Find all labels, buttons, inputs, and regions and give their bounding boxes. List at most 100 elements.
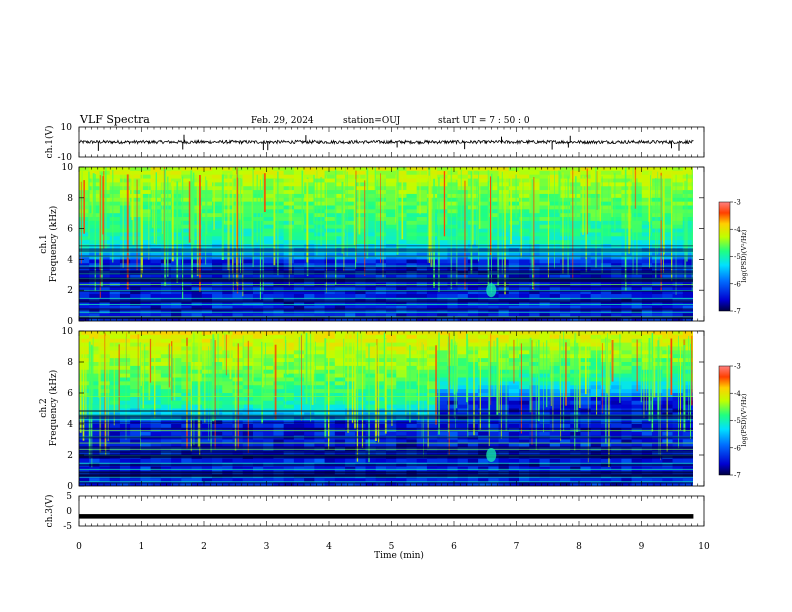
spec-cell <box>437 365 448 371</box>
spec-cell <box>539 217 551 222</box>
spec-cell <box>304 381 315 386</box>
spec-cell <box>355 240 367 245</box>
spec-cell <box>406 354 418 359</box>
spec-cell <box>406 240 418 245</box>
spec-cell <box>662 482 674 486</box>
spec-cell <box>549 267 561 272</box>
spec-cell <box>293 251 305 257</box>
spec-cell <box>519 174 530 180</box>
spec-cell <box>447 305 459 311</box>
spec-cell <box>89 346 101 351</box>
spec-cell <box>314 270 326 276</box>
spec-cell <box>611 309 622 314</box>
spec-cell <box>426 350 438 355</box>
spec-cell <box>222 270 234 276</box>
spec-cell <box>416 170 428 176</box>
spec-cell <box>79 451 90 456</box>
spec-cell <box>89 301 101 307</box>
spec-cell <box>150 393 162 398</box>
spec-cell <box>201 240 213 245</box>
spec-cell <box>324 255 336 260</box>
spec-cell <box>611 213 622 218</box>
spec-cell <box>488 201 500 207</box>
spec-cell <box>314 294 326 299</box>
spec-cell <box>130 424 141 429</box>
spec-cell <box>201 443 213 448</box>
spec-cell <box>263 301 275 307</box>
spec-cell <box>150 270 162 276</box>
spec-cell <box>345 251 356 257</box>
spec-cell <box>396 342 408 348</box>
spec-cell <box>345 228 356 234</box>
spec-cell <box>334 478 346 483</box>
spec-cell <box>488 232 500 237</box>
spec-cell <box>559 251 571 257</box>
spec-cell <box>437 182 448 187</box>
spec-cell <box>641 369 653 375</box>
spec-cell <box>529 182 541 187</box>
spec-cell <box>549 396 561 402</box>
spec-cell <box>519 309 530 314</box>
spec-cell <box>529 274 541 280</box>
spec-cell <box>160 342 172 348</box>
spec-cell <box>508 255 520 260</box>
spec-cell <box>365 186 377 191</box>
spec-cell <box>621 259 633 264</box>
spec-cell <box>529 365 541 371</box>
spec-cell <box>539 482 551 486</box>
spec-cell <box>252 220 264 226</box>
spec-cell <box>672 358 684 363</box>
spec-cell <box>437 305 448 311</box>
spec-cell <box>498 439 510 444</box>
spec-cell <box>252 182 264 187</box>
spec-cell <box>130 236 141 241</box>
spec-cell <box>324 381 336 386</box>
spec-cell <box>467 251 479 257</box>
spec-cell <box>426 167 438 172</box>
spec-cell <box>672 309 684 314</box>
spec-cell <box>498 290 510 295</box>
spec-cell <box>355 478 367 483</box>
spec-cell <box>355 236 367 241</box>
spec-cell <box>631 443 643 448</box>
spec-cell <box>447 286 459 291</box>
spec-cell <box>447 385 459 390</box>
spec-cell <box>181 263 193 268</box>
spec-cell <box>426 305 438 311</box>
spec-cell <box>539 334 551 340</box>
spec-cell <box>191 451 203 456</box>
spec-cell <box>304 482 315 486</box>
spec-cell <box>89 412 101 417</box>
spec-cell <box>621 286 633 291</box>
spec-cell <box>508 290 520 295</box>
spec-cell <box>160 170 172 176</box>
spec-cell <box>406 346 418 351</box>
spec-cell <box>263 412 275 417</box>
sferic-streak <box>634 167 637 209</box>
spec-cell <box>549 331 561 336</box>
spec-cell <box>416 178 428 183</box>
spec-cell <box>488 305 500 311</box>
spec-cell <box>365 182 377 187</box>
spec-cell <box>457 228 469 234</box>
spec-cell <box>478 393 489 398</box>
sferic-streak <box>238 178 241 220</box>
spec-cell <box>212 236 223 241</box>
spec-cell <box>140 412 152 417</box>
spec-cell <box>396 346 408 351</box>
spec-cell <box>334 385 346 390</box>
spec-cell <box>437 217 448 222</box>
spec-cell <box>314 365 326 371</box>
spec-cell <box>79 232 90 237</box>
spec-cell <box>345 331 356 336</box>
spec-cell <box>611 373 622 379</box>
spec-cell <box>119 309 131 314</box>
spec-cell <box>160 424 172 429</box>
spec-cell <box>447 478 459 483</box>
spec-cell <box>283 443 295 448</box>
spec-cell <box>99 313 111 318</box>
spec-cell <box>375 205 387 210</box>
spec-cell <box>334 466 346 472</box>
spec-cell <box>222 389 234 394</box>
spec-cell <box>314 170 326 176</box>
